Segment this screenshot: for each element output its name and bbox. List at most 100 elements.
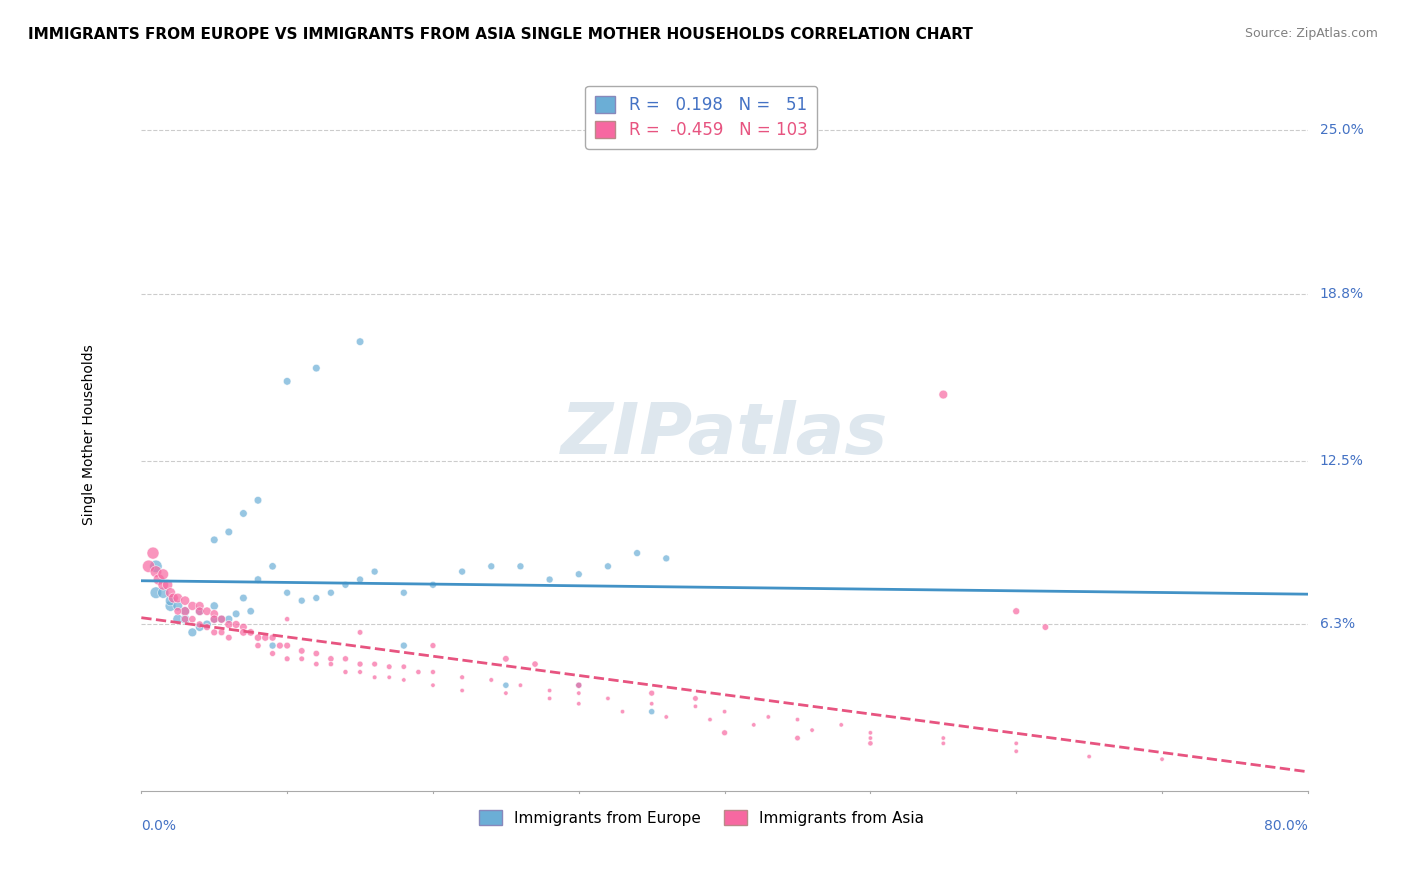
Point [538, 573, 561, 587]
Point [349, 573, 371, 587]
Point [195, 620, 218, 634]
Point [225, 607, 247, 621]
Point [1078, 749, 1101, 764]
Point [335, 652, 357, 666]
Point [159, 593, 181, 607]
Point [392, 659, 415, 673]
Point [202, 533, 225, 547]
Point [568, 567, 591, 582]
Point [188, 599, 211, 613]
Point [451, 683, 474, 698]
Point [276, 652, 298, 666]
Point [188, 620, 211, 634]
Point [538, 683, 561, 698]
Point [801, 723, 824, 738]
Point [262, 631, 284, 645]
Point [538, 691, 561, 706]
Point [859, 726, 882, 740]
Point [349, 334, 371, 349]
Point [1005, 744, 1028, 758]
Point [232, 620, 254, 634]
Point [378, 670, 401, 684]
Point [291, 593, 314, 607]
Point [174, 604, 197, 618]
Point [612, 705, 634, 719]
Point [202, 612, 225, 626]
Point [1150, 752, 1173, 766]
Point [568, 678, 591, 692]
Point [181, 612, 204, 626]
Point [859, 731, 882, 745]
Point [202, 599, 225, 613]
Point [349, 657, 371, 671]
Point [685, 691, 707, 706]
Point [202, 612, 225, 626]
Point [162, 591, 184, 605]
Point [218, 617, 240, 632]
Point [641, 697, 664, 711]
Point [742, 718, 765, 732]
Point [479, 673, 502, 687]
Point [159, 599, 181, 613]
Point [495, 652, 517, 666]
Point [713, 726, 735, 740]
Point [156, 578, 179, 592]
Point [451, 565, 474, 579]
Point [174, 593, 197, 607]
Point [262, 559, 284, 574]
Point [232, 625, 254, 640]
Point [509, 678, 531, 692]
Point [239, 625, 262, 640]
Point [408, 665, 430, 679]
Point [305, 657, 328, 671]
Point [202, 607, 225, 621]
Point [335, 578, 357, 592]
Point [1035, 620, 1057, 634]
Point [363, 670, 385, 684]
Point [166, 591, 188, 605]
Point [699, 713, 721, 727]
Point [1005, 736, 1028, 750]
Point [655, 710, 678, 724]
Text: 18.8%: 18.8% [1319, 287, 1364, 301]
Point [291, 644, 314, 658]
Point [254, 631, 277, 645]
Point [363, 565, 385, 579]
Point [291, 652, 314, 666]
Point [932, 736, 955, 750]
Point [786, 713, 808, 727]
Point [422, 665, 444, 679]
Point [211, 612, 233, 626]
Point [174, 612, 197, 626]
Point [246, 573, 269, 587]
Point [568, 686, 591, 700]
Point [211, 612, 233, 626]
Point [148, 573, 170, 587]
Point [276, 639, 298, 653]
Point [422, 678, 444, 692]
Point [392, 673, 415, 687]
Point [166, 604, 188, 618]
Point [202, 625, 225, 640]
Point [276, 586, 298, 600]
Legend: Immigrants from Europe, Immigrants from Asia: Immigrants from Europe, Immigrants from … [471, 802, 931, 833]
Point [276, 375, 298, 389]
Point [932, 387, 955, 401]
Point [211, 625, 233, 640]
Point [319, 652, 342, 666]
Point [596, 691, 619, 706]
Point [319, 657, 342, 671]
Point [145, 559, 167, 574]
Point [195, 617, 218, 632]
Text: Source: ZipAtlas.com: Source: ZipAtlas.com [1244, 27, 1378, 40]
Point [641, 686, 664, 700]
Point [188, 617, 211, 632]
Point [232, 591, 254, 605]
Point [225, 617, 247, 632]
Point [188, 604, 211, 618]
Point [451, 670, 474, 684]
Point [142, 546, 165, 560]
Point [305, 591, 328, 605]
Point [276, 612, 298, 626]
Point [239, 604, 262, 618]
